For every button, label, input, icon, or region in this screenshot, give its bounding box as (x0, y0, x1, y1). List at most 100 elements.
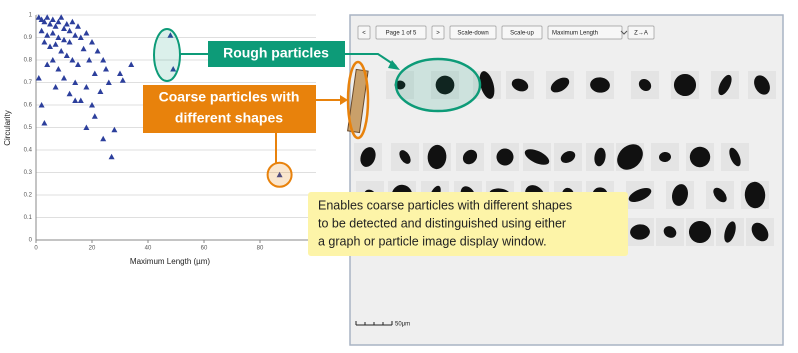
toolbar-button[interactable] (357, 25, 371, 40)
y-tick-label: 0.7 (24, 80, 33, 86)
point (41, 39, 48, 45)
point (100, 135, 107, 142)
rough-label-box (208, 41, 345, 67)
toolbar-button[interactable] (375, 25, 427, 40)
toolbar-text: Z→A (634, 31, 648, 37)
coarse-label-box (143, 85, 316, 133)
point (117, 70, 123, 76)
toolbar-button[interactable] (627, 25, 655, 40)
dropdown-arrow (620, 30, 628, 35)
point (52, 41, 59, 47)
point (66, 27, 73, 34)
toolbar-button[interactable] (501, 25, 543, 40)
y-tick-label: 0 (29, 238, 33, 244)
toolbar-text: Maximum Length (552, 31, 598, 37)
point (66, 39, 73, 45)
point (49, 16, 56, 22)
particle (496, 148, 514, 166)
point (58, 48, 65, 54)
point (103, 66, 109, 72)
highlight-rough-chart (153, 28, 181, 82)
note-text: a graph or particle image display window… (318, 234, 547, 248)
point (41, 120, 48, 126)
particle (688, 220, 712, 244)
point (35, 14, 42, 20)
y-axis-label: Circularity (3, 110, 12, 146)
point (55, 34, 62, 40)
point (89, 39, 95, 45)
toolbar-button[interactable] (449, 25, 497, 40)
point (61, 36, 67, 43)
point (89, 102, 95, 108)
particle (673, 73, 697, 97)
callouts: Rough particles Coarse particles with diff… (143, 28, 628, 256)
point (77, 97, 84, 103)
point (35, 75, 42, 81)
y-tick-label: 0.9 (24, 35, 33, 41)
particle (560, 151, 576, 163)
point (83, 30, 90, 36)
toolbar-button[interactable] (431, 25, 445, 40)
y-tick-label: 0.4 (24, 148, 33, 154)
point (55, 66, 62, 72)
point (61, 25, 67, 31)
particle (511, 78, 529, 92)
point (97, 88, 104, 94)
highlight-rough-window (394, 57, 482, 113)
point (47, 21, 53, 27)
connector (345, 53, 397, 67)
point (49, 30, 56, 36)
note-text: to be detected and distinguished using e… (318, 216, 566, 230)
point (111, 126, 118, 133)
y-tick-label: 1 (29, 13, 33, 19)
point (119, 77, 126, 83)
particle (628, 187, 652, 203)
particle (744, 181, 766, 209)
point (86, 57, 93, 63)
point (49, 57, 56, 63)
point (80, 45, 87, 52)
coarse-label: Coarse particles with (159, 89, 300, 105)
x-tick-label: 20 (89, 246, 96, 252)
point (66, 90, 73, 97)
particle (659, 151, 671, 163)
scale-bar (355, 321, 393, 326)
point (91, 113, 98, 119)
toolbar-text: Page 1 of 5 (386, 31, 417, 37)
point (58, 14, 65, 20)
point (61, 75, 67, 81)
point (108, 153, 115, 160)
particle (672, 184, 688, 206)
point (41, 18, 48, 25)
highlight-coarse-chart (266, 161, 293, 188)
particle (638, 78, 652, 92)
point (69, 18, 76, 25)
particle (754, 75, 770, 95)
particle (718, 74, 732, 96)
point (167, 32, 174, 38)
point (38, 27, 45, 34)
x-tick-label: 80 (257, 246, 264, 252)
point (69, 57, 76, 63)
x-tick-label: 60 (201, 246, 208, 252)
point (75, 23, 81, 29)
particle (399, 150, 411, 164)
particle (729, 147, 741, 167)
toolbar-text: > (436, 31, 440, 37)
rough-label: Rough particles (223, 45, 329, 61)
toolbar-text: Scale-down (457, 31, 488, 37)
point (63, 21, 70, 27)
x-tick-label: 0 (34, 246, 38, 252)
point (276, 171, 283, 178)
point (38, 102, 45, 108)
point (44, 32, 51, 38)
particle (427, 144, 447, 170)
note-box (308, 192, 628, 256)
point (38, 16, 45, 22)
point (44, 14, 51, 20)
y-tick-label: 0.1 (24, 215, 33, 221)
y-tick-label: 0.8 (24, 58, 33, 64)
y-tick-label: 0.3 (24, 170, 33, 176)
point (55, 18, 62, 25)
note-text: Enables coarse particles with different … (318, 198, 572, 212)
